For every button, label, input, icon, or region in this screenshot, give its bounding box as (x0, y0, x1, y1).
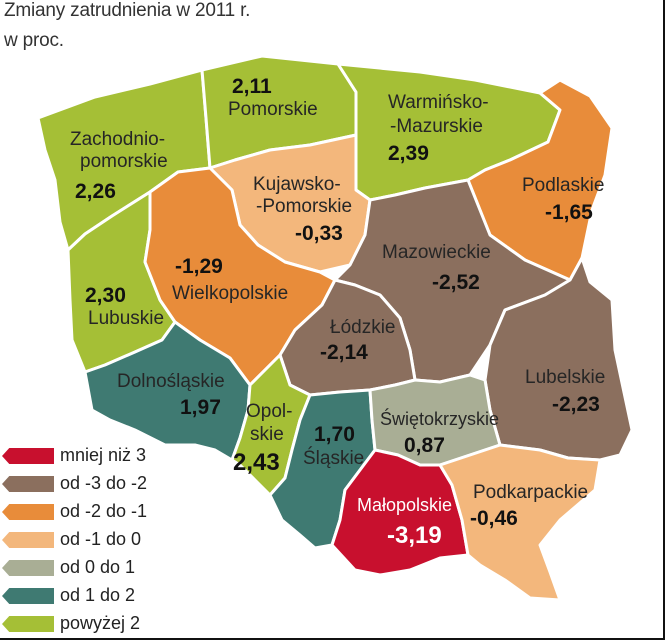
value-warminsko: 2,39 (388, 142, 429, 165)
region-podkarpackie (438, 443, 602, 602)
label-opolskie-name1: Opol- (246, 401, 292, 422)
legend-item: mniej niż 3 (2, 445, 202, 467)
legend-item: od -1 do 0 (2, 529, 202, 551)
label-zachodniopomorskie-name1: Zachodnio- (70, 129, 165, 150)
label-swietokrzyskie: Świętokrzyskie (380, 408, 499, 429)
legend-label: od -3 do -2 (60, 473, 148, 493)
value-opolskie: 2,43 (233, 449, 280, 476)
label-warminsko-name1: Warmińsko- (388, 92, 489, 113)
value-podlaskie: -1,65 (545, 201, 593, 224)
value-zachodniopomorskie: 2,26 (75, 180, 116, 203)
legend-item: od 0 do 1 (2, 557, 202, 579)
value-lubelskie: -2,23 (552, 393, 600, 416)
value-dolnoslaskie: 1,97 (180, 396, 221, 419)
label-pomorskie: Pomorskie (228, 99, 318, 120)
legend-label: mniej niż 3 (60, 445, 147, 465)
label-dolnoslaskie: Dolnośląskie (117, 371, 225, 392)
value-malopolskie: -3,19 (387, 522, 442, 549)
legend-item: od -2 do -1 (2, 501, 202, 523)
label-kujawsko-name1: Kujawsko- (253, 174, 341, 195)
label-wielkopolskie: Wielkopolskie (172, 283, 288, 304)
label-mazowieckie: Mazowieckie (382, 242, 491, 263)
legend-item: powyżej 2 (2, 613, 202, 635)
value-lubuskie: 2,30 (85, 284, 126, 307)
legend-label: od -2 do -1 (60, 501, 148, 521)
value-wielkopolskie: -1,29 (175, 255, 223, 278)
map-title: Zmiany zatrudnienia w 2011 r. (4, 0, 251, 21)
legend-swatch (2, 504, 54, 520)
legend-swatch (2, 616, 54, 632)
legend-swatch (2, 476, 54, 492)
map-subtitle: w proc. (4, 30, 64, 51)
label-kujawsko-name2: -Pomorskie (256, 196, 352, 217)
value-podkarpackie: -0,46 (470, 507, 518, 530)
legend-label: od 1 do 2 (60, 585, 136, 605)
legend-label: powyżej 2 (60, 613, 141, 633)
legend-label: od -1 do 0 (60, 529, 142, 549)
legend-swatch (2, 560, 54, 576)
label-lubelskie: Lubelskie (525, 367, 605, 388)
legend-swatch (2, 588, 54, 604)
value-mazowieckie: -2,52 (432, 271, 480, 294)
label-warminsko-name2: -Mazurskie (390, 116, 483, 137)
frame-border-bottom (0, 638, 665, 640)
region-malopolskie (330, 448, 470, 577)
label-opolskie-name2: skie (250, 424, 284, 445)
label-podkarpackie: Podkarpackie (473, 482, 588, 503)
label-lubuskie: Lubuskie (88, 308, 164, 329)
value-lodzkie: -2,14 (320, 341, 368, 364)
legend-label: od 0 do 1 (60, 557, 136, 577)
value-pomorskie: 2,11 (232, 75, 272, 98)
legend-swatch (2, 532, 54, 548)
label-slaskie: Śląskie (303, 447, 364, 469)
frame-border-right (663, 0, 665, 640)
label-podlaskie: Podlaskie (522, 175, 604, 196)
region-labels: Zachodnio- pomorskie 2,26 2,11 Pomorskie… (70, 75, 605, 549)
legend-item: od -3 do -2 (2, 473, 202, 495)
value-kujawsko: -0,33 (295, 222, 343, 245)
value-slaskie: 1,70 (314, 423, 355, 446)
value-swietokrzyskie: 0,87 (404, 434, 445, 457)
legend-item: od 1 do 2 (2, 585, 202, 607)
label-malopolskie: Małopolskie (357, 495, 452, 515)
label-lodzkie: Łódzkie (330, 317, 396, 338)
legend-swatch (2, 448, 54, 464)
label-zachodniopomorskie-name2: pomorskie (80, 151, 168, 172)
